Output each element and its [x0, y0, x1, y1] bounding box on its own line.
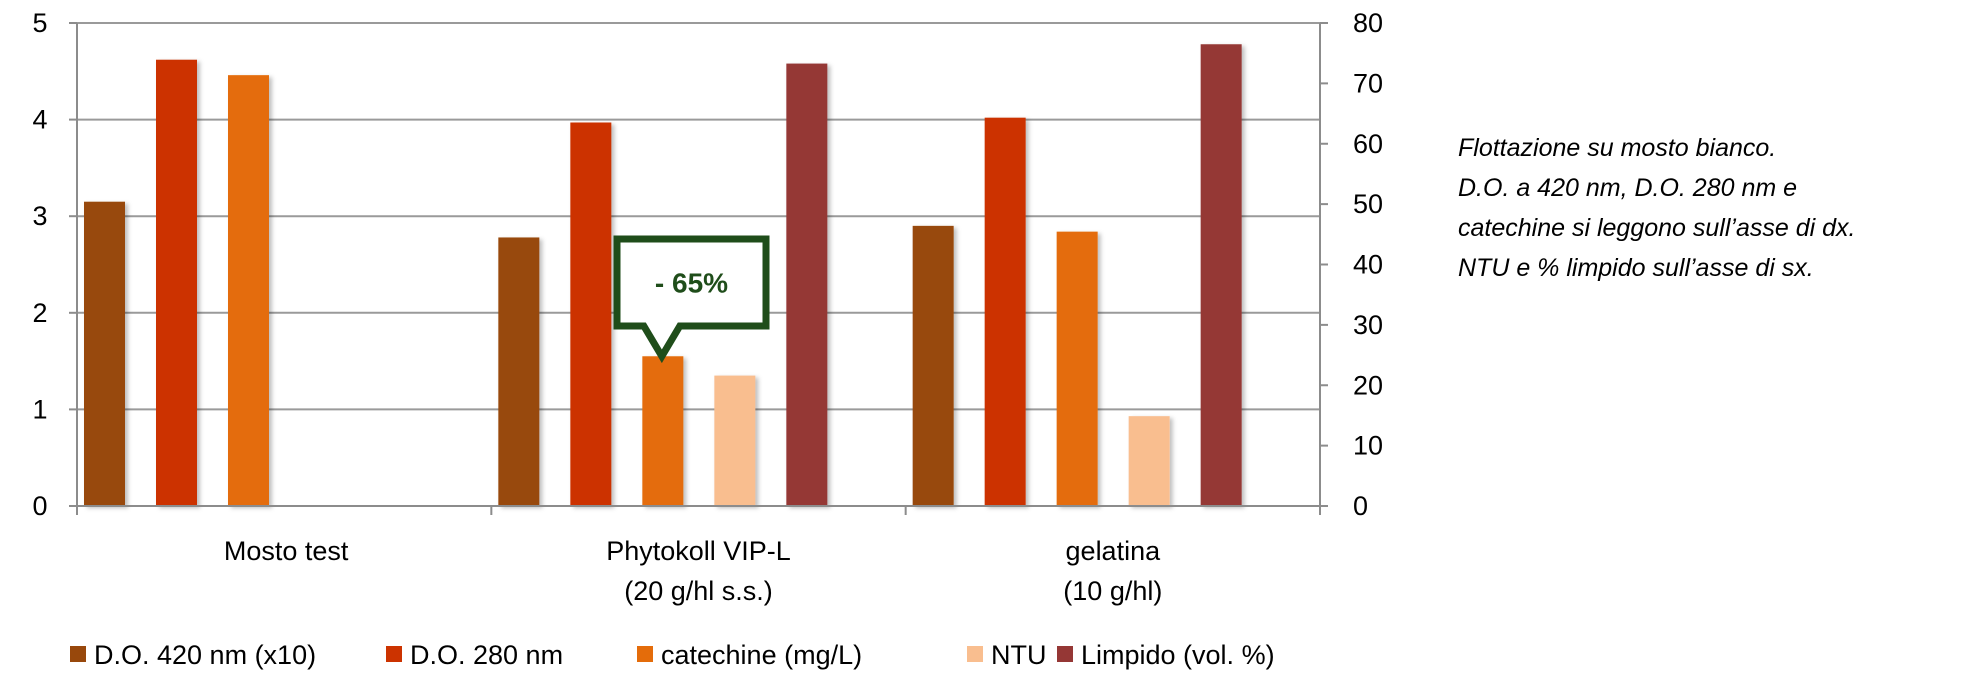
legend-swatch [967, 646, 983, 662]
right-tick-label: 40 [1353, 250, 1383, 280]
bar-d-o-420-nm-x10-0 [84, 201, 125, 506]
bar-catechine-mg-l-0 [228, 75, 269, 506]
legend-label: Limpido (vol. %) [1081, 640, 1275, 670]
bar-catechine-mg-l-2 [1056, 231, 1098, 506]
category-label: gelatina [1066, 536, 1162, 566]
note-line: D.O. a 420 nm, D.O. 280 nm e [1458, 174, 1798, 202]
left-tick-label: 3 [32, 201, 47, 231]
bar-limpido-vol-2 [1200, 44, 1242, 506]
note-line: NTU e % limpido sull’asse di sx. [1458, 254, 1814, 282]
category-label: (10 g/hl) [1063, 576, 1162, 606]
left-tick-label: 1 [32, 394, 47, 424]
legend-label: D.O. 420 nm (x10) [94, 640, 316, 670]
legend-label: D.O. 280 nm [410, 640, 563, 670]
right-tick-label: 30 [1353, 310, 1383, 340]
category-label: (20 g/hl s.s.) [624, 576, 773, 606]
note-line: catechine si leggono sull’asse di dx. [1458, 214, 1856, 242]
legend: D.O. 420 nm (x10) D.O. 280 nm catechine (m… [70, 640, 1275, 670]
right-tick-label: 20 [1353, 370, 1383, 400]
right-tick-label: 60 [1353, 129, 1383, 159]
annotation-callout: - 65% [613, 235, 770, 364]
left-tick-label: 2 [32, 298, 47, 328]
right-tick-label: 0 [1353, 491, 1368, 521]
callout-box [613, 235, 770, 364]
legend-label: NTU [991, 640, 1047, 670]
left-tick-label: 5 [32, 8, 47, 38]
bar-limpido-vol-1 [786, 63, 828, 507]
bar-ntu-1 [714, 375, 756, 506]
bar-d-o-420-nm-x10-1 [498, 237, 540, 506]
chart-note: Flottazione su mosto bianco. D.O. a 420 … [1458, 128, 1958, 288]
legend-label: catechine (mg/L) [661, 640, 862, 670]
left-tick-label: 4 [32, 105, 47, 135]
note-line: Flottazione su mosto bianco. [1458, 134, 1777, 162]
bar-ntu-2 [1128, 416, 1170, 506]
bar-d-o-420-nm-x10-2 [912, 225, 954, 507]
right-tick-label: 10 [1353, 431, 1383, 461]
legend-swatch [637, 646, 653, 662]
bars [84, 44, 1242, 507]
legend-swatch [70, 646, 86, 662]
callout-label: - 65% [655, 268, 728, 299]
right-tick-label: 80 [1353, 8, 1383, 38]
bar-catechine-mg-l-1 [642, 356, 684, 506]
category-label: Mosto test [224, 536, 349, 566]
category-label: Phytokoll VIP-L [606, 536, 791, 566]
gridlines [77, 22, 1320, 411]
left-tick-label: 0 [32, 491, 47, 521]
legend-swatch [1057, 646, 1073, 662]
right-tick-label: 50 [1353, 189, 1383, 219]
bar-d-o-280-nm-1 [570, 122, 612, 507]
right-tick-label: 70 [1353, 68, 1383, 98]
bar-d-o-280-nm-0 [156, 59, 197, 506]
legend-swatch [386, 646, 402, 662]
bar-d-o-280-nm-2 [984, 117, 1026, 506]
